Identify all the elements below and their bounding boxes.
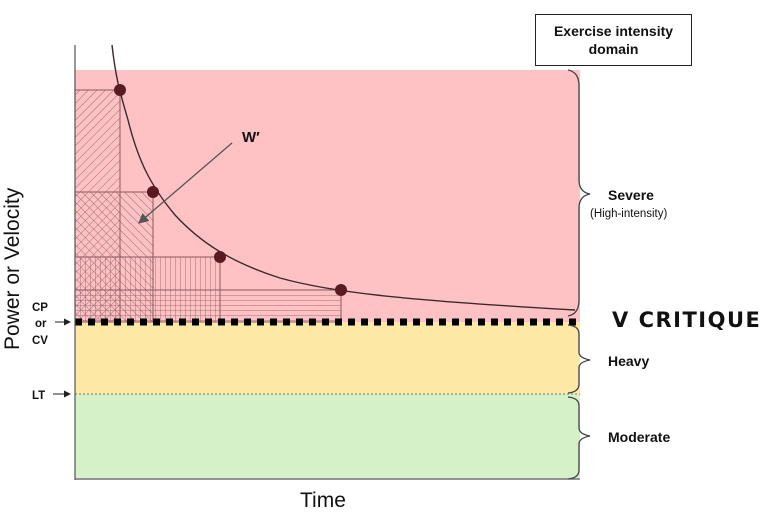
severe-brace [567,69,591,317]
curve-point [114,84,126,96]
curve-point [335,284,347,296]
moderate-brace [567,396,591,480]
cp-label-line1: CP [32,302,48,314]
cp-label-line3: CV [32,335,48,347]
curve-point [147,186,159,198]
w-prime-arrow [138,142,233,224]
cp-label-line2: or [35,318,47,330]
heavy-brace [567,324,591,394]
zone-label-moderate: Moderate [608,429,670,445]
lt-label: LT [32,390,45,402]
zone-label-severe: Severe [608,187,654,203]
domain-title-line1: Exercise intensity [553,23,674,39]
y-axis-title: Power or Velocity [1,187,24,350]
x-axis-title: Time [300,489,346,512]
w-prime-label: W′ [242,129,260,146]
zone-sublabel-severe: (High-intensity) [590,208,667,220]
critical-velocity-overlay: V CRITIQUE [612,308,762,332]
power-duration-curve [111,44,576,311]
domain-title-line2: domain [588,41,639,57]
curve-point [214,251,226,263]
heavy-zone [75,322,580,394]
w-prime-area-4 [74,289,342,323]
moderate-zone [75,394,580,478]
domain-title-box: Exercise intensity domain [535,14,692,66]
zone-label-heavy: Heavy [608,353,649,369]
